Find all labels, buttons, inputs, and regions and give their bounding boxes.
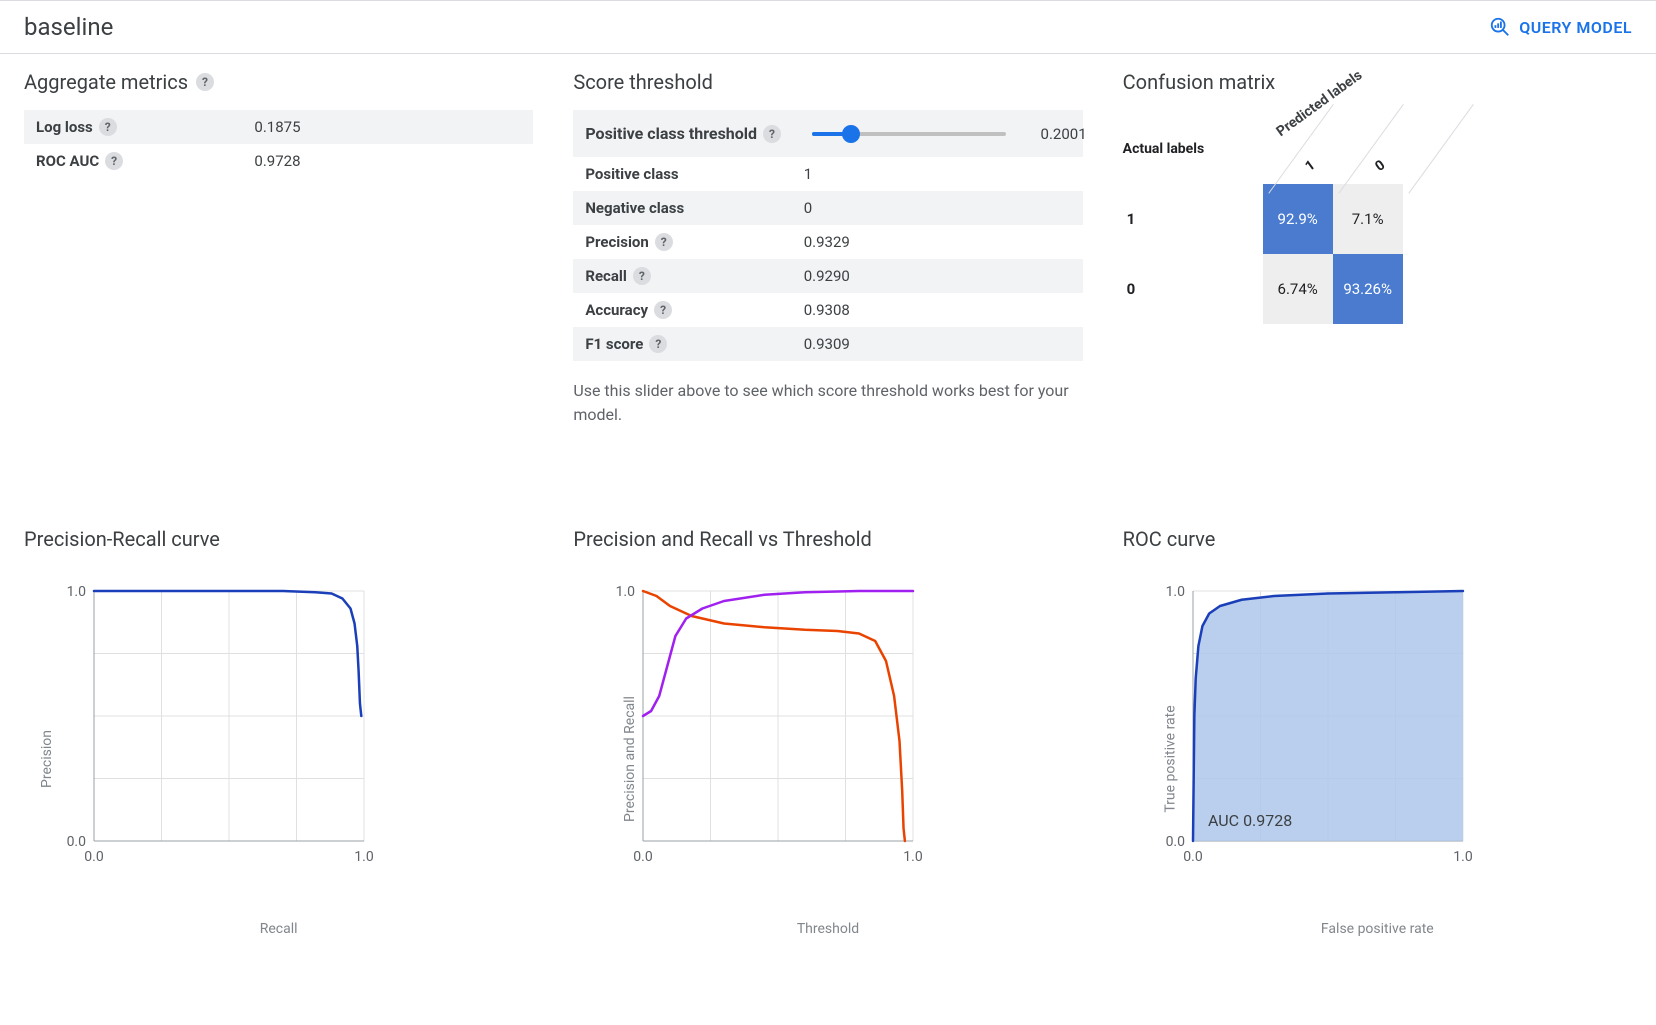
metric-row: Precision?0.9329 [573, 225, 1082, 259]
metric-label: Negative class [585, 199, 803, 217]
roc-curve-chart: 0.0 1.0 0.0 1.0 AUC 0.9728 [1163, 581, 1503, 881]
svg-text:0.0: 0.0 [634, 849, 654, 865]
slider-label: Positive class threshold [585, 124, 757, 143]
metric-row: Recall?0.9290 [573, 259, 1082, 293]
help-icon[interactable]: ? [649, 335, 667, 353]
svg-text:AUC 0.9728: AUC 0.9728 [1208, 811, 1292, 830]
topbar: baseline QUERY MODEL [0, 0, 1656, 54]
svg-text:1.0: 1.0 [1453, 849, 1473, 865]
cm-cell: 92.9% [1263, 184, 1333, 254]
confusion-title: Confusion matrix [1123, 70, 1276, 94]
prt-xlabel: Threshold [573, 921, 1082, 937]
threshold-slider-row: Positive class threshold ? 0.2001 [573, 110, 1082, 157]
aggregate-metrics-section: Aggregate metrics ? Log loss?0.1875ROC A… [24, 70, 533, 427]
threshold-helper-text: Use this slider above to see which score… [573, 379, 1082, 427]
metric-row: F1 score?0.9309 [573, 327, 1082, 361]
prt-curve-section: Precision and Recall vs Threshold Precis… [573, 527, 1082, 937]
metric-label: Positive class [585, 165, 803, 183]
help-icon[interactable]: ? [633, 267, 651, 285]
query-model-label: QUERY MODEL [1519, 18, 1632, 37]
pr-curve-chart: 0.0 1.0 0.0 1.0 [64, 581, 404, 881]
help-icon[interactable]: ? [105, 152, 123, 170]
cm-cell: 6.74% [1263, 254, 1333, 324]
svg-text:1.0: 1.0 [904, 849, 924, 865]
actual-labels-header: Actual labels [1123, 114, 1263, 184]
svg-text:1.0: 1.0 [616, 584, 636, 600]
metric-value: 1 [804, 165, 1071, 183]
svg-text:1.0: 1.0 [354, 849, 374, 865]
score-threshold-section: Score threshold Positive class threshold… [573, 70, 1082, 427]
svg-text:1.0: 1.0 [67, 584, 87, 600]
metric-value: 0.9728 [254, 152, 521, 170]
metric-row: Log loss?0.1875 [24, 110, 533, 144]
help-icon[interactable]: ? [196, 73, 214, 91]
metric-value: 0.9309 [804, 335, 1071, 353]
roc-xlabel: False positive rate [1123, 921, 1632, 937]
cm-cell: 93.26% [1333, 254, 1403, 324]
query-icon [1489, 16, 1511, 38]
metric-row: Accuracy?0.9308 [573, 293, 1082, 327]
prt-curve-chart: 1.0 0.0 1.0 [613, 581, 953, 881]
svg-text:0.0: 0.0 [84, 849, 104, 865]
svg-text:0.0: 0.0 [1183, 849, 1203, 865]
aggregate-table: Log loss?0.1875ROC AUC?0.9728 [24, 110, 533, 178]
metric-label: Recall? [585, 267, 803, 285]
cm-row-label: 0 [1123, 254, 1263, 324]
metric-row: Positive class1 [573, 157, 1082, 191]
prt-ylabel: Precision and Recall [622, 696, 638, 822]
pr-ylabel: Precision [39, 730, 55, 788]
help-icon[interactable]: ? [654, 301, 672, 319]
pr-curve-title: Precision-Recall curve [24, 527, 533, 551]
slider-thumb[interactable] [842, 125, 860, 143]
metric-row: ROC AUC?0.9728 [24, 144, 533, 178]
metric-label: Log loss? [36, 118, 254, 136]
threshold-slider[interactable] [812, 132, 1006, 136]
cm-row-label: 1 [1123, 184, 1263, 254]
metric-value: 0.9290 [804, 267, 1071, 285]
svg-text:0.0: 0.0 [1165, 834, 1185, 850]
metric-label: Precision? [585, 233, 803, 251]
query-model-button[interactable]: QUERY MODEL [1489, 16, 1632, 38]
prt-curve-title: Precision and Recall vs Threshold [573, 527, 1082, 551]
cm-cell: 7.1% [1333, 184, 1403, 254]
threshold-title: Score threshold [573, 70, 713, 94]
roc-curve-section: ROC curve True positive rate 0.0 1.0 0.0 1.… [1123, 527, 1632, 937]
metric-row: Negative class0 [573, 191, 1082, 225]
help-icon[interactable]: ? [763, 125, 781, 143]
aggregate-title: Aggregate metrics [24, 70, 188, 94]
help-icon[interactable]: ? [99, 118, 117, 136]
metric-value: 0 [804, 199, 1071, 217]
svg-text:1.0: 1.0 [1165, 584, 1185, 600]
metric-value: 0.9308 [804, 301, 1071, 319]
roc-curve-title: ROC curve [1123, 527, 1632, 551]
help-icon[interactable]: ? [655, 233, 673, 251]
pr-curve-section: Precision-Recall curve Precision 0.01.00… [24, 527, 533, 937]
metric-value: 0.9329 [804, 233, 1071, 251]
metric-label: Accuracy? [585, 301, 803, 319]
confusion-matrix-section: Confusion matrix Predicted labels Actual… [1123, 70, 1632, 427]
metric-value: 0.1875 [254, 118, 521, 136]
threshold-table: Positive class1Negative class0Precision?… [573, 157, 1082, 361]
metric-label: ROC AUC? [36, 152, 254, 170]
metric-label: F1 score? [585, 335, 803, 353]
roc-ylabel: True positive rate [1162, 705, 1178, 812]
pr-xlabel: Recall [24, 921, 533, 937]
slider-value: 0.2001 [1014, 125, 1087, 143]
svg-text:0.0: 0.0 [67, 834, 87, 850]
page-title: baseline [24, 13, 113, 41]
